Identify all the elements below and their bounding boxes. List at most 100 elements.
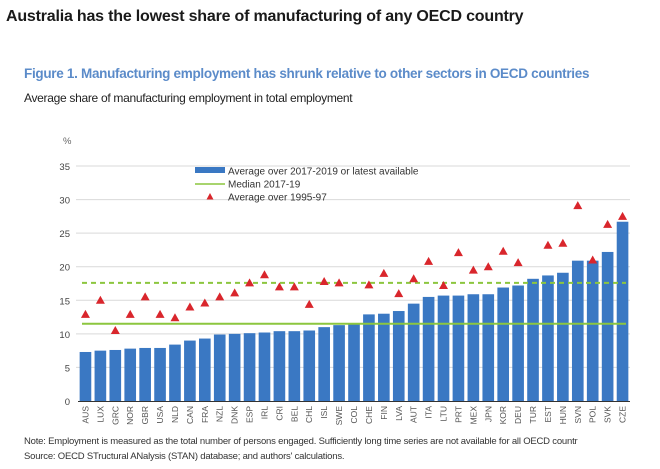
marker-swe (334, 278, 344, 287)
x-tick-label: PRT (453, 406, 463, 423)
marker-can (185, 302, 195, 311)
bar-hun (557, 272, 569, 401)
bar-col (348, 323, 360, 401)
marker-gbr (140, 292, 150, 301)
marker-isl (319, 276, 329, 285)
bar-ltu (437, 295, 450, 401)
x-tick-label: CHE (364, 406, 374, 424)
y-tick-label: 5 (65, 363, 70, 374)
x-tick-label: CRI (274, 406, 284, 421)
chart-note: Note: Employment is measured as the tota… (24, 436, 578, 447)
marker-chl (304, 299, 314, 308)
marker-deu (513, 258, 523, 267)
y-tick-label: 35 (59, 162, 70, 173)
y-tick-label: 25 (59, 229, 70, 240)
marker-svn (573, 201, 583, 210)
bar-bel (288, 331, 301, 401)
marker-nld (170, 313, 180, 322)
y-axis-label: % (63, 136, 72, 147)
x-tick-label: GBR (140, 406, 150, 424)
x-tick-label: LTU (439, 406, 449, 421)
x-tick-label: DNK (230, 406, 240, 424)
legend-label: Average over 2017-2019 or latest availab… (228, 167, 419, 178)
x-tick-label: ESP (245, 406, 255, 423)
x-tick-label: LVA (394, 406, 404, 421)
marker-kor (498, 246, 508, 255)
marker-usa (155, 309, 165, 318)
bar-ita (422, 296, 435, 401)
bar-prt (452, 295, 465, 401)
x-tick-label: NLD (170, 406, 180, 423)
bar-usa (154, 347, 166, 401)
bar-jpn (482, 294, 495, 401)
bar-aus (79, 351, 92, 401)
y-tick-label: 15 (59, 296, 70, 307)
x-tick-label: COL (349, 406, 359, 424)
bar-aut (407, 303, 420, 401)
marker-prt (453, 248, 463, 257)
bar-mex (467, 294, 480, 401)
markers (80, 201, 628, 334)
x-tick-label: DEU (513, 406, 523, 424)
bar-lux (94, 350, 107, 401)
x-tick-label: AUT (409, 406, 419, 423)
bar-chl (303, 330, 316, 401)
x-tick-label: EST (543, 406, 553, 423)
x-tick-label: ISL (319, 406, 329, 419)
marker-bel (289, 282, 299, 291)
x-tick-label: GRC (110, 406, 120, 425)
x-tick-label: NZL (215, 406, 225, 422)
bar-pol (586, 260, 599, 401)
marker-grc (110, 326, 120, 334)
bar-cze (616, 221, 629, 401)
bar-che (363, 314, 375, 401)
bar-can (184, 340, 196, 401)
legend-bar-swatch (195, 167, 225, 173)
bar-fin (378, 313, 390, 401)
marker-lva (394, 289, 404, 298)
bar-lva (392, 311, 405, 401)
legend-triangle-swatch (206, 193, 214, 200)
bar-grc (109, 349, 122, 401)
marker-ltu (439, 281, 449, 290)
bar-swe (333, 325, 345, 401)
marker-dnk (230, 288, 240, 297)
x-tick-label: ITA (424, 406, 434, 419)
figure-subtitle: Average share of manufacturing employmen… (24, 91, 353, 105)
marker-pol (588, 255, 598, 264)
x-tick-label: SWE (334, 406, 344, 426)
bar-svn (571, 260, 584, 401)
y-tick-label: 20 (59, 263, 70, 274)
reference-lines (82, 281, 626, 325)
x-axis: AUS LUX GRC NOR GBR USA NLD CAN FRA NZL DNK ESP IRL C… (78, 401, 630, 426)
x-tick-label: CAN (185, 406, 195, 424)
legend: Average over 2017-2019 or latest availab… (195, 167, 419, 204)
bar-deu (512, 285, 524, 401)
x-tick-label: SVN (573, 406, 583, 423)
bar-kor (497, 287, 510, 401)
bar-fra (198, 338, 211, 401)
marker-ita (424, 256, 434, 265)
bars (79, 221, 629, 401)
x-tick-label: MEX (468, 406, 478, 425)
marker-jpn (483, 262, 493, 271)
figure-title: Figure 1. Manufacturing employment has s… (24, 66, 590, 81)
bar-irl (258, 332, 271, 401)
legend-label: Average over 1995-97 (228, 193, 327, 204)
marker-fin (379, 268, 389, 277)
x-tick-label: AUS (80, 406, 90, 424)
marker-lux (95, 295, 105, 304)
marker-aut (409, 274, 419, 283)
marker-svk (603, 219, 613, 228)
bar-svk (601, 251, 614, 401)
x-tick-label: JPN (483, 406, 493, 422)
y-tick-label: 30 (59, 196, 70, 207)
bar-dnk (228, 333, 241, 401)
marker-esp (245, 278, 255, 287)
x-tick-label: SVK (603, 406, 613, 423)
marker-cze (618, 211, 628, 220)
x-tick-label: CHL (304, 406, 314, 423)
marker-est (543, 240, 553, 249)
x-tick-label: IRL (259, 406, 269, 420)
